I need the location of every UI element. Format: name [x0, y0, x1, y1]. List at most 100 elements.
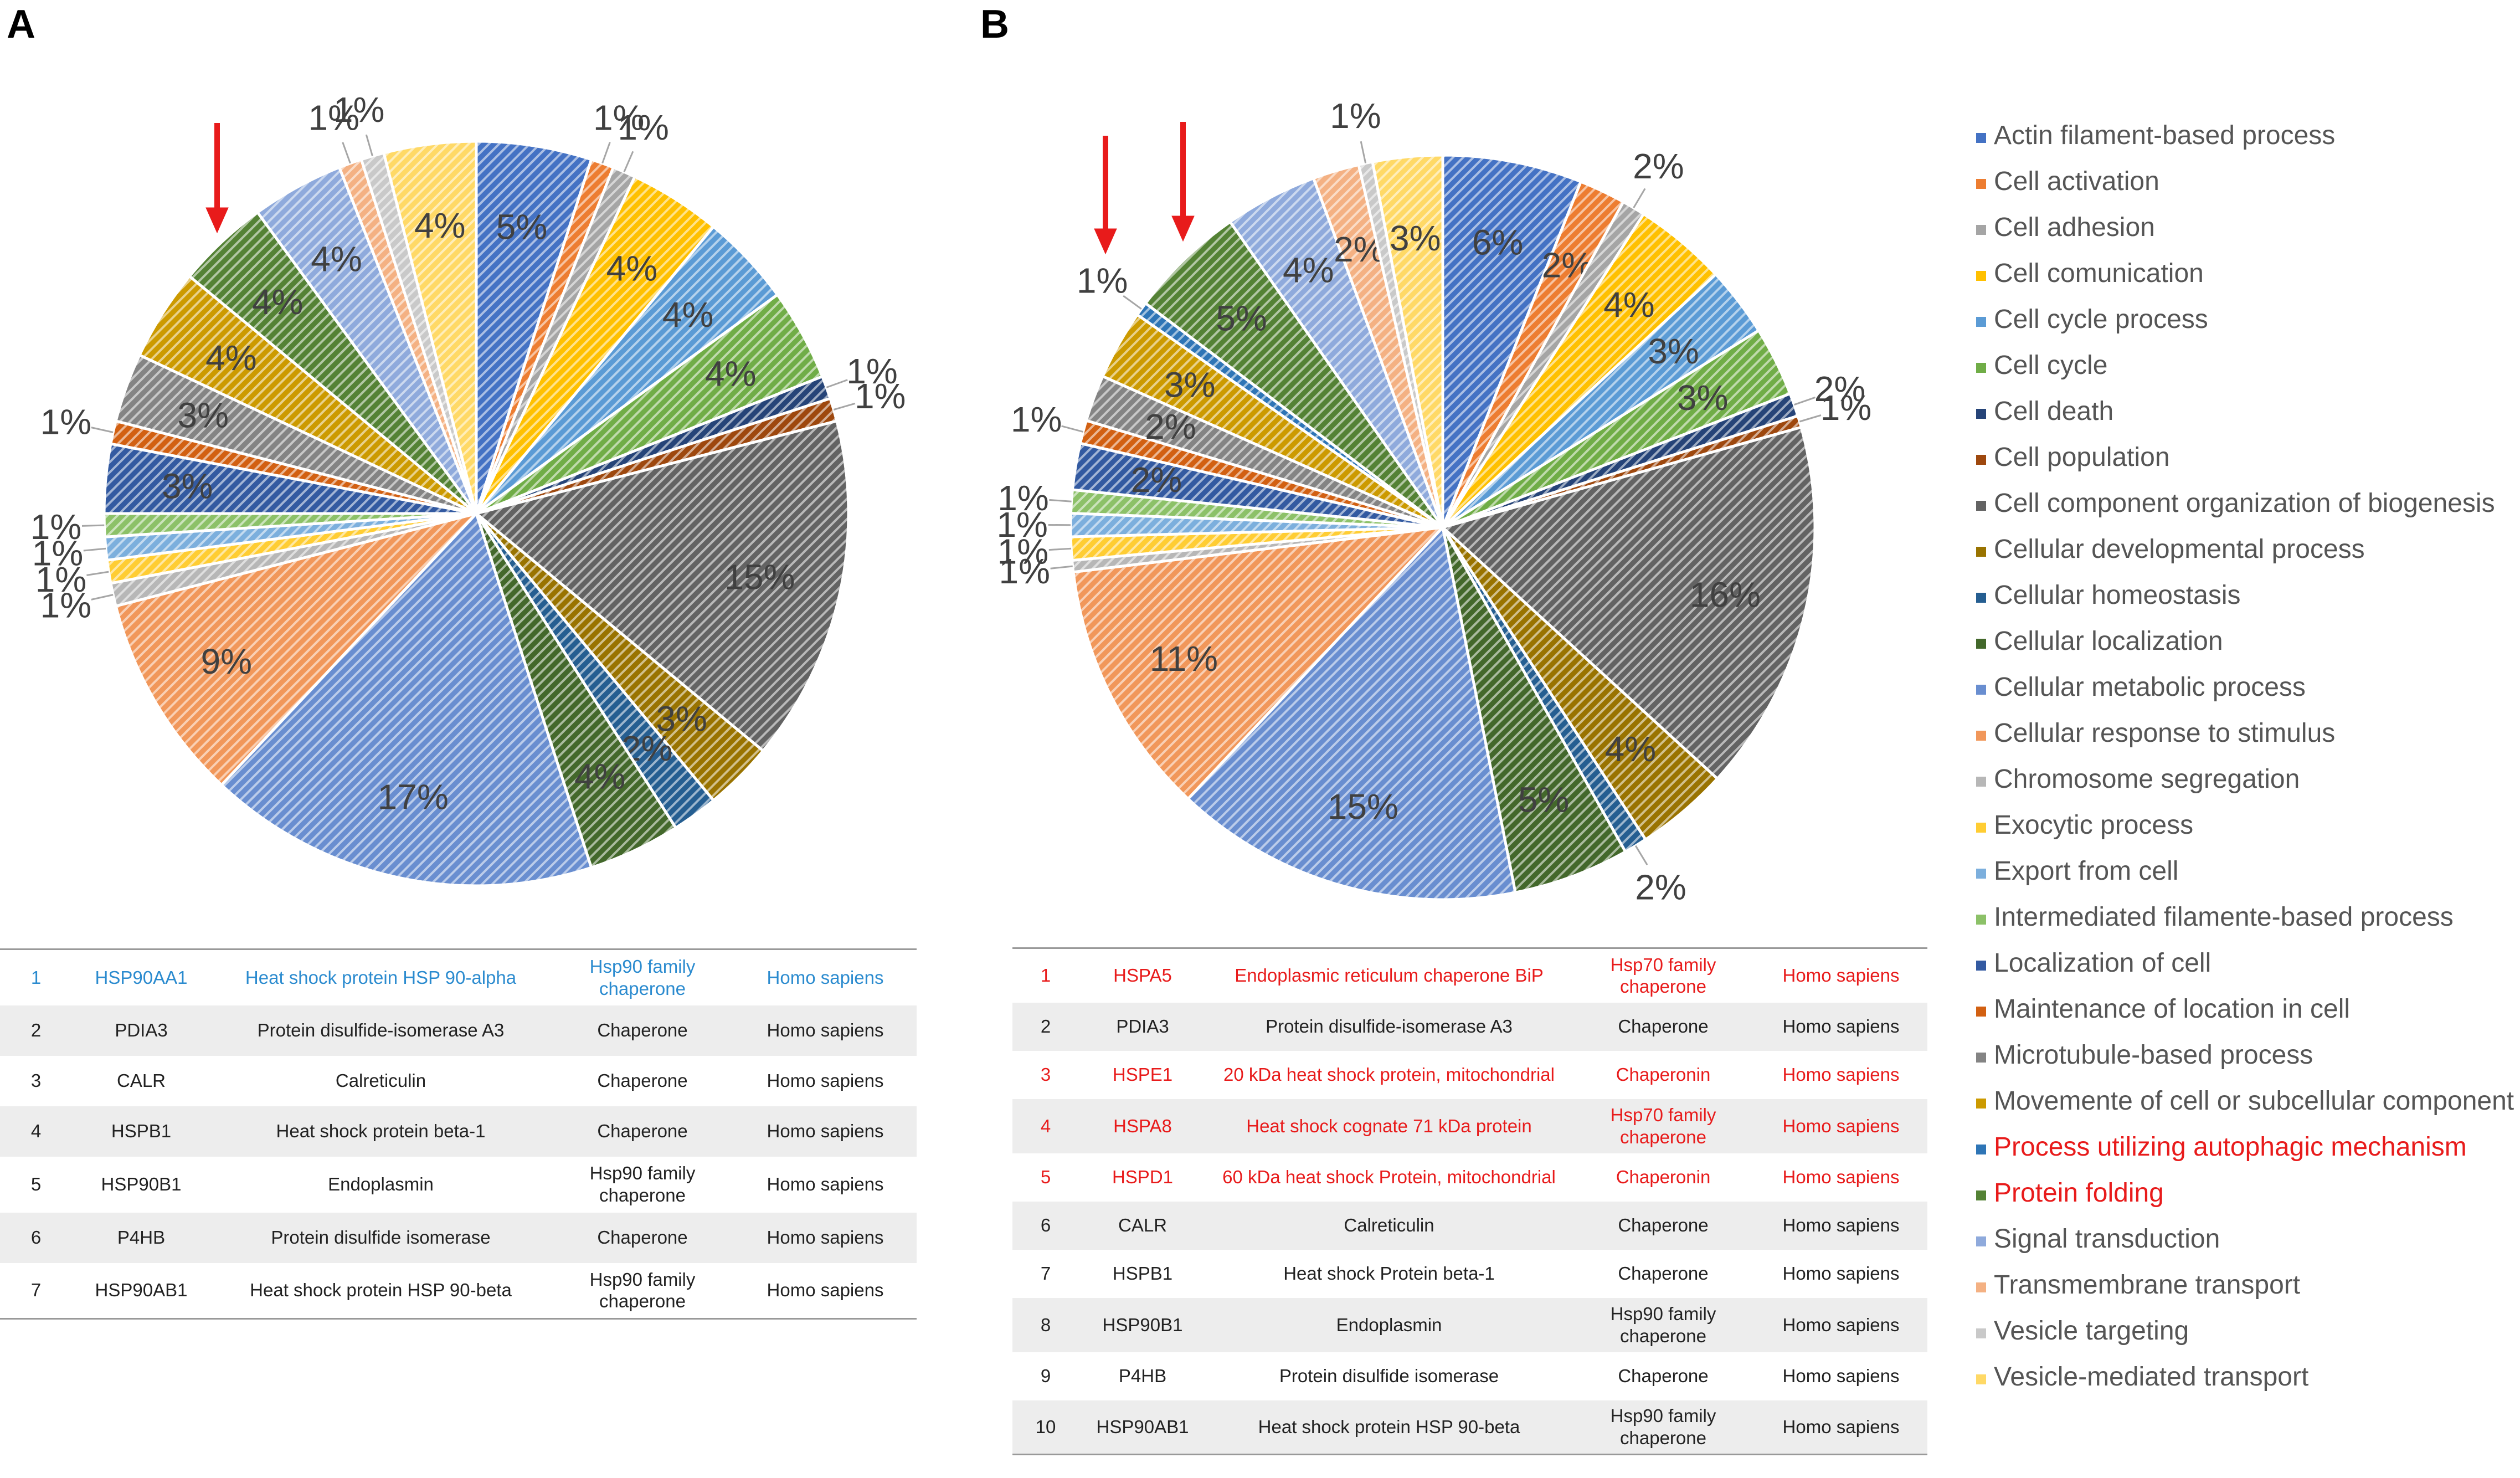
legend-marker-cell-population [1976, 455, 1986, 465]
pie-chart-b: 6%2%2%4%3%3% 2%1%16%4%2%5%15%11%1%1%1%1% 2… [996, 96, 1871, 907]
data-label-export-from-cell: 1% [996, 505, 1048, 545]
cell-family: Chaperonin [1616, 1167, 1711, 1188]
data-label-microtubule-based-process: 3% [178, 395, 229, 435]
cell-organism: Homo sapiens [767, 1174, 884, 1195]
legend-marker-cellular-developmental-process [1976, 547, 1986, 557]
legend-label-cell-cycle: Cell cycle [1994, 351, 2107, 380]
arrow-icon [205, 123, 229, 234]
legend-marker-process-utilizing-autophagic-mechanism [1976, 1145, 1986, 1154]
data-label-cellular-localization: 5% [1518, 780, 1570, 820]
data-label-cell-component-organization-of-biogenesis: 15% [724, 557, 795, 597]
cell-family: Chaperone [551, 1005, 734, 1056]
data-label-localization-of-cell: 2% [1131, 460, 1182, 500]
legend-label-cell-activation: Cell activation [1994, 167, 2159, 196]
cell-gene: HSPA5 [1113, 965, 1172, 986]
cell-gene: HSP90B1 [101, 1174, 182, 1195]
cell-organism: Homo sapiens [1782, 1064, 1900, 1085]
pie-slice-protein-folding [1143, 219, 1444, 528]
leader-line [365, 134, 373, 157]
legend-label-export-from-cell: Export from cell [1994, 856, 2178, 886]
legend-label-localization-of-cell: Localization of cell [1994, 948, 2211, 978]
cell-num: 4 [0, 1106, 72, 1157]
cell-num: 2 [0, 1005, 72, 1056]
cell-num: 5 [30, 1174, 42, 1195]
cell-family: Chaperone [1572, 1002, 1755, 1051]
legend-marker-cellular-response-to-stimulus [1976, 731, 1986, 741]
cell-organism: Homo sapiens [1755, 1201, 1927, 1250]
cell-gene: HSPA8 [1079, 1099, 1206, 1153]
cell-gene: P4HB [72, 1212, 210, 1263]
data-label-vesicle-mediated-transport: 4% [414, 206, 466, 245]
table-row: 5 HSPD1 60 kDa heat shock Protein, mitocho… [1012, 1153, 1927, 1202]
cell-gene: HSP90AA1 [95, 967, 188, 988]
table-row: 3 CALR Calreticulin Chaperone Homo sapiens [0, 1056, 917, 1106]
table-row: 2 PDIA3 Protein disulfide-isomerase A3 Chap… [1012, 1002, 1927, 1051]
pie-slice-cellular-metabolic-process [219, 511, 593, 887]
leader-line [1061, 425, 1083, 433]
cell-protein: 20 kDa heat shock protein, mitochondrial [1223, 1064, 1555, 1085]
data-label-maintenance-of-location-in-cell: 1% [1011, 399, 1062, 439]
legend-label-cell-comunication: Cell comunication [1994, 259, 2204, 288]
cell-organism: Homo sapiens [734, 1212, 917, 1263]
legend-label-cellular-developmental-process: Cellular developmental process [1994, 535, 2365, 564]
data-label-cell-activation: 1% [593, 98, 645, 138]
leader-line [833, 402, 856, 410]
data-label-cell-death: 2% [1814, 369, 1866, 409]
leader-line [1048, 547, 1072, 551]
legend-marker-exocytic-process [1976, 823, 1986, 833]
cell-num: 7 [1040, 1263, 1051, 1284]
cell-num: 5 [1040, 1167, 1051, 1188]
cell-organism: Homo sapiens [734, 1005, 917, 1056]
legend-marker-signal-transduction [1976, 1236, 1986, 1246]
cell-organism: Homo sapiens [1782, 1167, 1900, 1188]
data-label-exocytic-process: 1% [997, 531, 1049, 571]
cell-family: Hsp90 family chaperone [1572, 1297, 1755, 1352]
legend-label-maintenance-of-location-in-cell: Maintenance of location in cell [1994, 994, 2350, 1024]
cell-num: 8 [1012, 1297, 1079, 1352]
cell-protein: Endoplasmin [328, 1174, 434, 1195]
cell-gene: HSPD1 [1112, 1167, 1174, 1188]
cell-family: Hsp70 family chaperone [1610, 954, 1716, 997]
leader-line [81, 524, 105, 527]
data-label-process-utilizing-autophagic-mechanism: 1% [1077, 260, 1128, 300]
data-label-cellular-response-to-stimulus: 11% [1150, 639, 1218, 679]
cell-family: Hsp90 family chaperone [589, 956, 696, 999]
leader-line [1123, 295, 1142, 310]
arrow-icon [1171, 122, 1195, 242]
cell-num: 10 [1012, 1400, 1079, 1455]
data-label-cell-death: 1% [846, 351, 898, 391]
legend-marker-export-from-cell [1976, 869, 1986, 879]
data-label-cell-comunication: 4% [606, 248, 658, 288]
pie-slice-vesicle-mediated-transport [1371, 153, 1444, 528]
legend-label-vesicle-mediated-transport: Vesicle-mediated transport [1994, 1362, 2308, 1392]
data-label-localization-of-cell: 3% [162, 466, 213, 506]
leader-line [623, 151, 634, 172]
legend-marker-localization-of-cell [1976, 961, 1986, 971]
legend-marker-cell-death [1976, 409, 1986, 419]
legend-label-microtubule-based-process: Microtubule-based process [1994, 1040, 2313, 1070]
arrow-icon [1094, 136, 1117, 255]
legend-label-exocytic-process: Exocytic process [1994, 810, 2193, 840]
data-label-movemente-of-cell-or-subcellular-component: 4% [205, 338, 257, 378]
cell-gene: HSP90AB1 [1079, 1400, 1206, 1455]
data-label-cell-population: 1% [855, 376, 906, 416]
leader-line [1634, 845, 1648, 865]
cell-protein: Heat shock protein HSP 90-beta [250, 1280, 512, 1301]
legend-label-transmembrane-transport: Transmembrane transport [1994, 1270, 2300, 1300]
cell-num: 6 [0, 1212, 72, 1263]
legend-label-process-utilizing-autophagic-mechanism: Process utilizing autophagic mechanism [1994, 1132, 2467, 1162]
cell-num: 2 [1012, 1002, 1079, 1051]
data-label-chromosome-segregation: 1% [40, 586, 92, 625]
legend-label-signal-transduction: Signal transduction [1994, 1224, 2220, 1254]
cell-family: Chaperonin [1616, 1064, 1711, 1085]
data-label-cellular-metabolic-process: 17% [378, 777, 449, 817]
legend-marker-actin-filament-based-process [1976, 133, 1986, 143]
legend-label-cell-population: Cell population [1994, 443, 2170, 472]
data-label-signal-transduction: 4% [311, 239, 362, 279]
legend-label-cell-adhesion: Cell adhesion [1994, 213, 2155, 242]
table-row: 8 HSP90B1 Endoplasmin Hsp90 family chaperon… [1012, 1297, 1927, 1352]
cell-protein: Endoplasmic reticulum chaperone BiP [1235, 965, 1544, 986]
pie-slice-cellular-response-to-stimulus [114, 511, 481, 787]
data-label-export-from-cell: 1% [32, 533, 84, 573]
